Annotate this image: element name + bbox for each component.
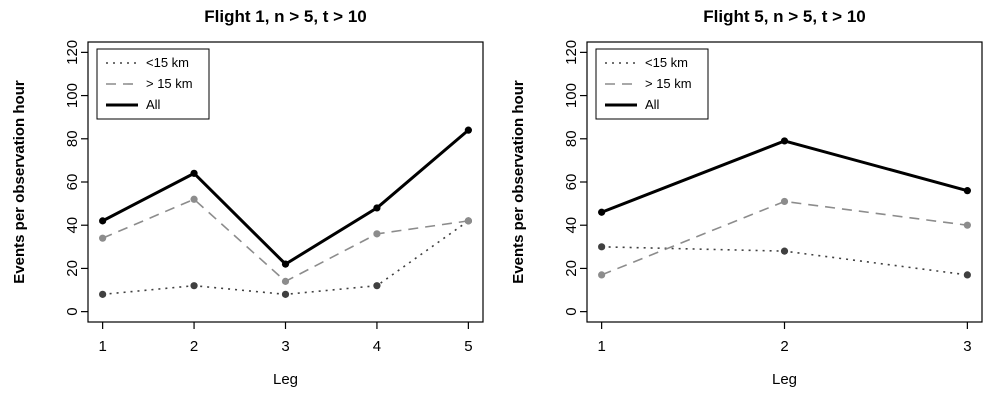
data-point (780, 247, 789, 255)
data-point (373, 282, 381, 290)
data-point (190, 282, 198, 290)
x-tick-label: 5 (464, 338, 472, 355)
y-tick-label: 80 (563, 130, 580, 147)
series-line-dashed (102, 198, 469, 283)
x-tick-label: 1 (597, 338, 605, 355)
data-point (963, 271, 971, 279)
data-point (464, 217, 472, 225)
series-line-solid (101, 129, 470, 266)
y-tick-label: 80 (64, 130, 81, 147)
legend-label: <15 km (146, 55, 189, 70)
x-tick-label: 3 (281, 338, 289, 355)
data-point (190, 169, 198, 177)
chart-title: Flight 1, n > 5, t > 10 (204, 7, 367, 26)
y-tick-label: 60 (64, 174, 81, 191)
y-axis-label: Events per observation hour (11, 80, 28, 284)
data-point (780, 197, 789, 206)
data-point (281, 277, 290, 285)
y-tick-label: 20 (64, 260, 81, 277)
chart-svg: 0 20 40 60 80 100 120 1 2 3 4 5 Flight 1, n > 5, t >… (11, 7, 484, 388)
y-tick-label: 100 (64, 83, 81, 108)
y-tick-label: 20 (563, 260, 580, 277)
y-tick-label: 120 (563, 40, 580, 65)
data-point (963, 187, 971, 195)
legend-label: > 15 km (146, 76, 193, 91)
y-tick-label: 40 (563, 217, 580, 234)
data-point (373, 204, 381, 212)
chart-title: Flight 5, n > 5, t > 10 (703, 7, 866, 26)
legend-label: All (146, 97, 161, 112)
data-point (598, 243, 606, 251)
data-point (373, 230, 381, 238)
chart-svg: 0 20 40 60 80 100 120 1 2 3 Flight 5, n > 5, t > 1… (510, 7, 983, 388)
y-tick-label: 40 (64, 217, 81, 234)
x-tick-label: 4 (373, 338, 381, 355)
data-point (598, 271, 606, 279)
chart-panel-flight-5: 0 20 40 60 80 100 120 1 2 3 Flight 5, n > 5, t > 1… (499, 0, 998, 409)
legend-label: All (645, 97, 660, 112)
x-axis-label: Leg (772, 371, 797, 388)
y-axis-label: Events per observation hour (510, 80, 527, 284)
y-tick-label: 0 (563, 307, 580, 315)
data-point (598, 208, 606, 216)
data-point (780, 137, 789, 145)
y-tick-label: 120 (64, 40, 81, 65)
data-point (190, 195, 198, 203)
data-point (963, 221, 971, 229)
y-tick-label: 100 (563, 83, 580, 108)
x-axis-label: Leg (273, 371, 298, 388)
y-tick-label: 60 (563, 174, 580, 191)
x-tick-label: 2 (190, 338, 198, 355)
data-point (99, 217, 107, 225)
data-point (99, 234, 107, 242)
legend-label: <15 km (645, 55, 688, 70)
data-point (281, 290, 290, 298)
y-tick-label: 0 (64, 307, 81, 315)
series-line-dashed (601, 200, 968, 276)
data-point (281, 260, 290, 268)
x-tick-label: 3 (963, 338, 971, 355)
data-point (464, 126, 472, 134)
chart-panel-flight-1: 0 20 40 60 80 100 120 1 2 3 4 5 Flight 1, n > 5, t >… (0, 0, 499, 409)
x-tick-label: 2 (780, 338, 788, 355)
x-tick-label: 1 (98, 338, 106, 355)
legend-label: > 15 km (645, 76, 692, 91)
data-point (99, 290, 107, 298)
